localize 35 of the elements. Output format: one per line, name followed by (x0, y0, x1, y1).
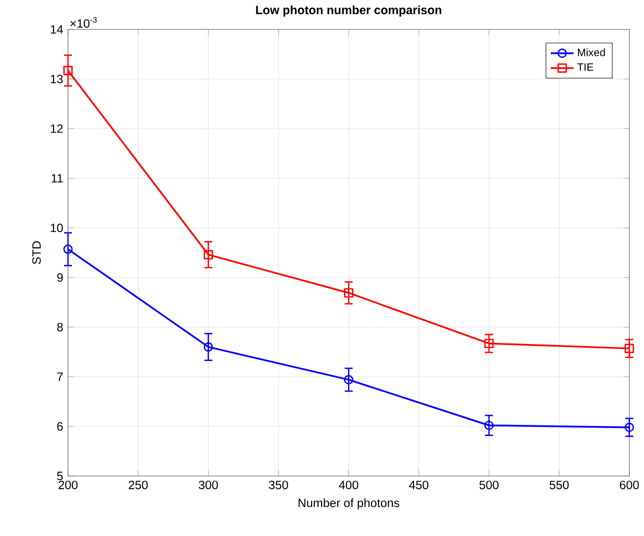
legend-label: TIE (577, 63, 594, 71)
x-tick-label: 250 (128, 480, 148, 490)
point (624, 344, 634, 354)
point (63, 244, 73, 254)
point (484, 420, 494, 430)
x-axis-title: Number of photons (298, 498, 400, 510)
y-tick-label: 7 (57, 372, 63, 381)
point (624, 422, 634, 432)
y-tick-label: 14 (50, 25, 63, 34)
x-tick-label: 550 (550, 480, 569, 490)
y-tick-label: 8 (57, 322, 63, 332)
point (484, 338, 494, 348)
point (344, 375, 354, 384)
point (63, 66, 73, 76)
point (204, 342, 214, 352)
point (204, 250, 214, 260)
x-tick-label: 350 (268, 480, 288, 490)
x-tick-label: 600 (620, 480, 639, 490)
x-tick-label: 500 (479, 480, 499, 490)
y-tick-label: 12 (50, 124, 63, 133)
legend-label: Mixed (578, 48, 605, 56)
y-tick-label: 13 (50, 74, 63, 84)
x-tick-label: 450 (409, 480, 428, 490)
x-tick-label: 200 (58, 480, 78, 490)
chart-title: Low photon number comparison (256, 5, 442, 17)
y-tick-label: 10 (50, 224, 63, 232)
y-tick-label: 9 (57, 273, 63, 282)
y-tick-label: 11 (52, 174, 63, 182)
y-tick-label: 5 (57, 472, 63, 480)
point (344, 288, 354, 298)
x-tick-label: 300 (198, 480, 218, 490)
y-tick-label: 6 (57, 422, 63, 431)
text: ×10$^{-3}$ (70, 16, 97, 28)
y-axis-title: STD (32, 241, 41, 264)
x-tick-label: 400 (338, 480, 358, 490)
